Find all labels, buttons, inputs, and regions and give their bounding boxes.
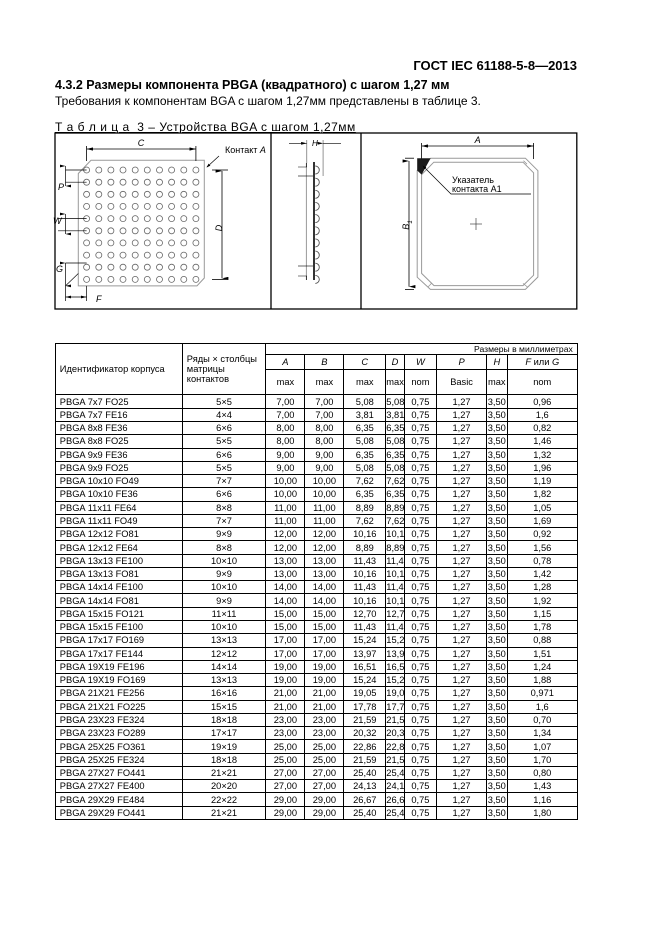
svg-text:C: C bbox=[138, 138, 145, 148]
svg-text:D: D bbox=[214, 224, 224, 231]
svg-text:F: F bbox=[96, 294, 102, 304]
svg-text:контакта A1: контакта A1 bbox=[452, 184, 502, 194]
svg-text:G: G bbox=[56, 264, 63, 274]
svg-text:W: W bbox=[53, 216, 63, 226]
svg-text:H: H bbox=[312, 139, 318, 148]
svg-text:B1: B1 bbox=[401, 220, 414, 229]
svg-text:P: P bbox=[58, 182, 64, 192]
svg-text:A: A bbox=[474, 135, 481, 145]
svg-text:Контакт A: Контакт A bbox=[225, 145, 266, 155]
